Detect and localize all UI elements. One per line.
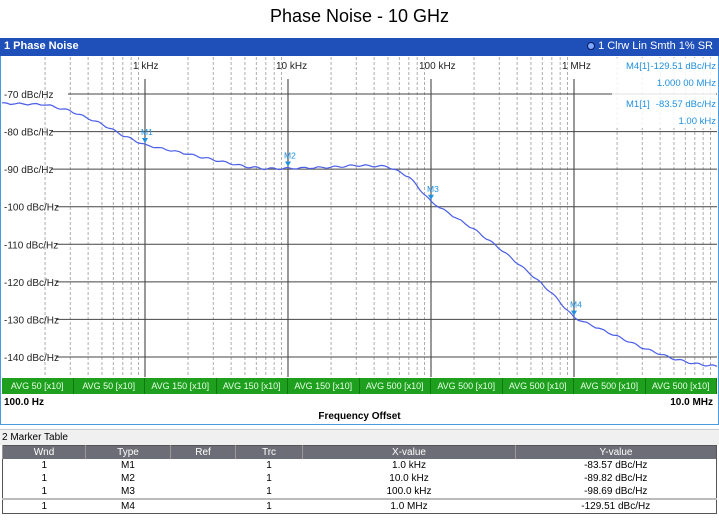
x-tick-label: 1 MHz [562, 61, 591, 72]
y-tick-label: -130 dBc/Hz [4, 315, 59, 326]
trace-info: 1 Clrw Lin Smth 1% SR [587, 40, 713, 52]
marker-info-name: M4[1] [626, 61, 650, 72]
y-tick-label: -140 dBc/Hz [4, 353, 59, 364]
marker-m3[interactable]: M3 [427, 184, 439, 200]
avg-segment: AVG 500 [x10] [646, 378, 717, 394]
marker-info-y: -83.57 dBc/Hz [656, 99, 716, 110]
window-title-bar: 1 Phase Noise 1 Clrw Lin Smth 1% SR [0, 38, 719, 56]
cell-x-value: 10.0 kHz [389, 473, 429, 484]
col-wnd: Wnd [2, 445, 86, 459]
col-x-value: X-value [302, 445, 516, 459]
cell-trc: 1 [266, 460, 272, 471]
average-status-bar: AVG 50 [x10] AVG 50 [x10] AVG 150 [x10] AVG… [2, 378, 717, 394]
y-tick-label: -70 dBc/Hz [4, 90, 53, 101]
avg-segment: AVG 50 [x10] [74, 378, 145, 394]
marker-triangle-icon [142, 137, 148, 143]
avg-segment: AVG 500 [x10] [503, 378, 574, 394]
col-y-value: Y-value [515, 445, 717, 459]
cell-ref [170, 498, 236, 514]
trace-indicator-icon [587, 42, 596, 51]
phase-noise-plot[interactable]: -70 dBc/Hz -80 dBc/Hz -90 dBc/Hz -100 dBc/H… [0, 0, 719, 380]
cell-wnd: 1 [2, 498, 86, 514]
plot-area [2, 57, 717, 377]
marker-table-header: Wnd Type Ref Trc X-value Y-value [2, 445, 717, 459]
cell-ref [171, 472, 236, 485]
cell-trc: 1 [235, 498, 303, 514]
y-tick-label: -120 dBc/Hz [4, 278, 59, 289]
col-trc: Trc [235, 445, 303, 459]
x-stop-label: 10.0 MHz [670, 397, 713, 408]
x-start-label: 100.0 Hz [4, 397, 45, 408]
marker-label: M4 [570, 300, 582, 310]
avg-segment: AVG 500 [x10] [431, 378, 503, 394]
marker-info-name: M1[1] [626, 99, 650, 110]
x-axis-label: Frequency Offset [318, 411, 401, 422]
cell-type: M3 [121, 486, 135, 497]
marker-info-x: 1.00 kHz [679, 116, 717, 127]
marker-triangle-icon [285, 161, 291, 167]
x-tick-label: 10 kHz [276, 61, 307, 72]
marker-table-title: 2 Marker Table [2, 432, 68, 443]
cell-x-value: 1.0 kHz [392, 460, 426, 471]
marker-m2[interactable]: M2 [284, 150, 296, 167]
grid [44, 57, 717, 377]
cell-x-value: 1.0 MHz [302, 498, 516, 514]
marker-triangle-icon [428, 194, 434, 200]
marker-table: Wnd Type Ref Trc X-value Y-value 1 M1 1 … [2, 445, 717, 514]
marker-info-panel: M4[1] -129.51 dBc/Hz 1.000 00 MHz M1[1] -83.… [612, 58, 716, 128]
marker-label: M1 [141, 127, 153, 137]
cell-trc: 1 [266, 473, 272, 484]
y-tick-label: -100 dBc/Hz [4, 203, 59, 214]
avg-segment: AVG 150 [x10] [288, 378, 360, 394]
cell-y-value: -89.82 dBc/Hz [584, 473, 648, 484]
trace-line [1, 102, 718, 367]
table-row[interactable]: 1 M2 1 10.0 kHz -89.82 dBc/Hz [3, 472, 717, 485]
cell-y-value: -129.51 dBc/Hz [515, 498, 717, 514]
avg-segment: AVG 50 [x10] [2, 378, 74, 394]
marker-table-title-bar: 2 Marker Table [0, 429, 719, 445]
x-tick-label: 1 kHz [133, 61, 159, 72]
chart-title: Phase Noise - 10 GHz [269, 6, 450, 26]
avg-segment: AVG 500 [x10] [360, 378, 431, 394]
marker-label: M3 [427, 184, 439, 194]
cell-type: M1 [121, 460, 135, 471]
window-title: 1 Phase Noise [4, 40, 79, 52]
col-type: Type [85, 445, 171, 459]
cell-x-value: 100.0 kHz [386, 486, 432, 497]
y-tick-label: -110 dBc/Hz [4, 240, 58, 251]
x-tick-label: 100 kHz [419, 61, 456, 72]
col-ref: Ref [170, 445, 236, 459]
table-row[interactable]: 1 M4 1 1.0 MHz -129.51 dBc/Hz [2, 498, 717, 514]
table-row[interactable]: 1 M3 1 100.0 kHz -98.69 dBc/Hz [3, 485, 717, 499]
cell-ref [171, 459, 236, 472]
marker-triangle-icon [571, 310, 577, 316]
cell-ref [171, 485, 236, 499]
cell-trc: 1 [266, 486, 272, 497]
avg-segment: AVG 500 [x10] [574, 378, 646, 394]
marker-m1[interactable]: M1 [141, 127, 153, 143]
avg-segment: AVG 150 [x10] [145, 378, 217, 394]
avg-segment: AVG 150 [x10] [217, 378, 288, 394]
marker-info-y: -129.51 dBc/Hz [651, 61, 717, 72]
marker-info-x: 1.000 00 MHz [657, 78, 716, 89]
marker-info-bg [612, 58, 716, 128]
y-tick-label: -80 dBc/Hz [4, 128, 53, 139]
cell-wnd: 1 [41, 473, 48, 484]
y-tick-label: -90 dBc/Hz [4, 165, 53, 176]
table-row[interactable]: 1 M1 1 1.0 kHz -83.57 dBc/Hz [3, 459, 717, 472]
cell-type: M2 [121, 473, 135, 484]
cell-wnd: 1 [41, 460, 48, 471]
cell-y-value: -98.69 dBc/Hz [584, 486, 648, 497]
cell-type: M4 [85, 498, 171, 514]
marker-label: M2 [284, 150, 296, 160]
trace-info-label: 1 Clrw Lin Smth 1% SR [598, 40, 713, 52]
cell-y-value: -83.57 dBc/Hz [584, 460, 648, 471]
cell-wnd: 1 [41, 486, 48, 497]
marker-m4[interactable]: M4 [570, 300, 582, 316]
